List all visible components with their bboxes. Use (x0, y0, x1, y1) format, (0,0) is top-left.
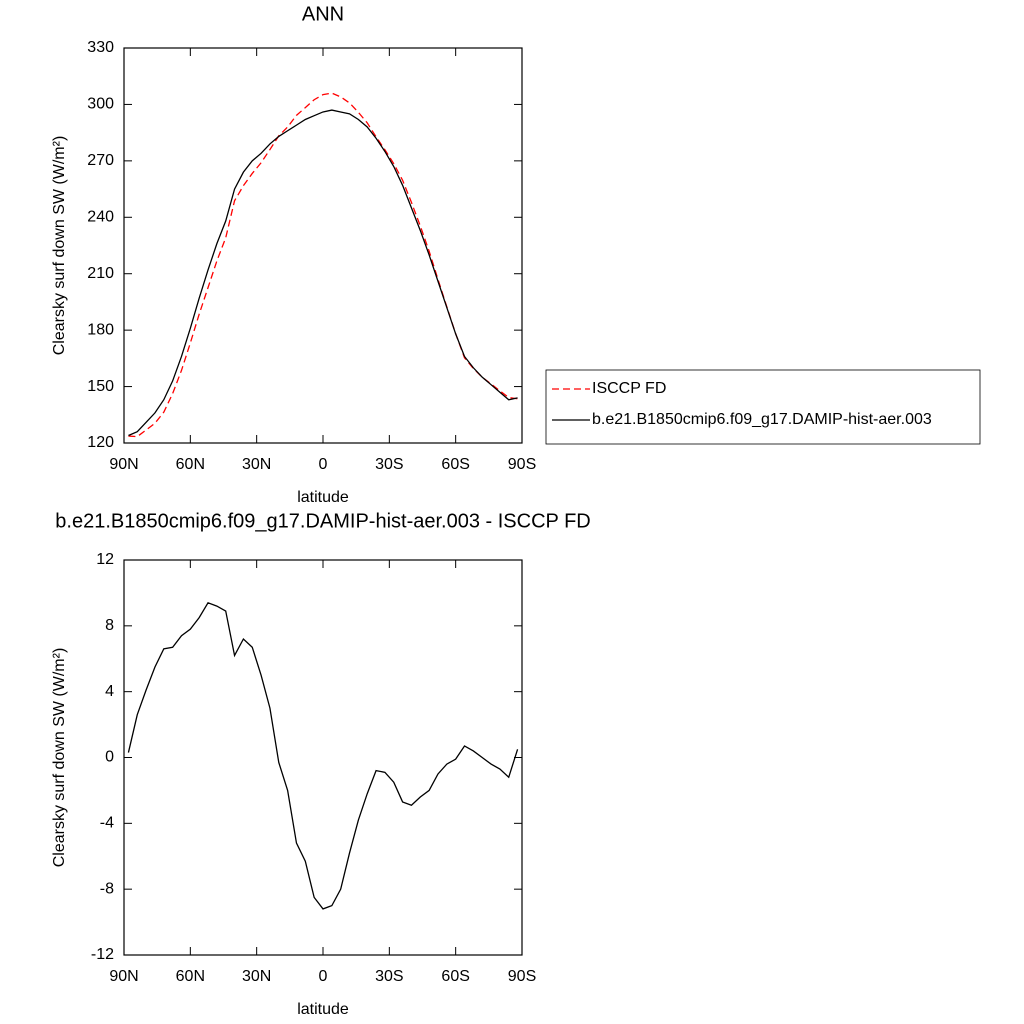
x-axis-label: latitude (297, 1001, 349, 1018)
x-tick-label: 90N (109, 456, 138, 473)
y-tick-label: -4 (100, 815, 114, 832)
y-tick-label: 240 (87, 209, 114, 226)
y-axis-label: Clearsky surf down SW (W/m²) (51, 136, 68, 356)
y-tick-label: 150 (87, 378, 114, 395)
y-tick-label: 300 (87, 96, 114, 113)
plot-frame (123, 559, 523, 956)
chart-title: ANN (302, 3, 344, 25)
y-tick-label: -12 (91, 946, 114, 963)
plot-frame (123, 47, 523, 444)
y-tick-label: -8 (100, 880, 114, 897)
x-axis-label: latitude (297, 489, 349, 506)
y-axis-label: Clearsky surf down SW (W/m²) (51, 648, 68, 868)
y-tick-label: 8 (105, 617, 114, 634)
y-tick-label: 4 (105, 683, 114, 700)
data-line (127, 601, 519, 910)
y-tick-label: 210 (87, 265, 114, 282)
x-tick-label: 60S (441, 968, 469, 985)
y-tick-label: 330 (87, 39, 114, 56)
x-tick-label: 60N (176, 456, 205, 473)
x-tick-label: 60N (176, 968, 205, 985)
data-line (128, 109, 518, 437)
x-tick-label: 60S (441, 456, 469, 473)
x-tick-label: 30S (375, 968, 403, 985)
x-tick-label: 0 (319, 968, 328, 985)
y-tick-label: 120 (87, 434, 114, 451)
legend-box (545, 369, 981, 445)
legend-label: b.e21.B1850cmip6.f09_g17.DAMIP-hist-aer.… (592, 411, 932, 428)
y-tick-label: 0 (105, 749, 114, 766)
x-tick-label: 90N (109, 968, 138, 985)
y-tick-label: 180 (87, 321, 114, 338)
chart-title: b.e21.B1850cmip6.f09_g17.DAMIP-hist-aer.… (55, 510, 590, 532)
data-line (128, 92, 518, 438)
y-tick-label: 12 (96, 551, 114, 568)
x-tick-label: 90S (508, 968, 536, 985)
x-tick-label: 0 (319, 456, 328, 473)
x-tick-label: 30S (375, 456, 403, 473)
x-tick-label: 90S (508, 456, 536, 473)
x-tick-label: 30N (242, 968, 271, 985)
x-tick-label: 30N (242, 456, 271, 473)
y-tick-label: 270 (87, 152, 114, 169)
legend-label: ISCCP FD (592, 380, 666, 397)
